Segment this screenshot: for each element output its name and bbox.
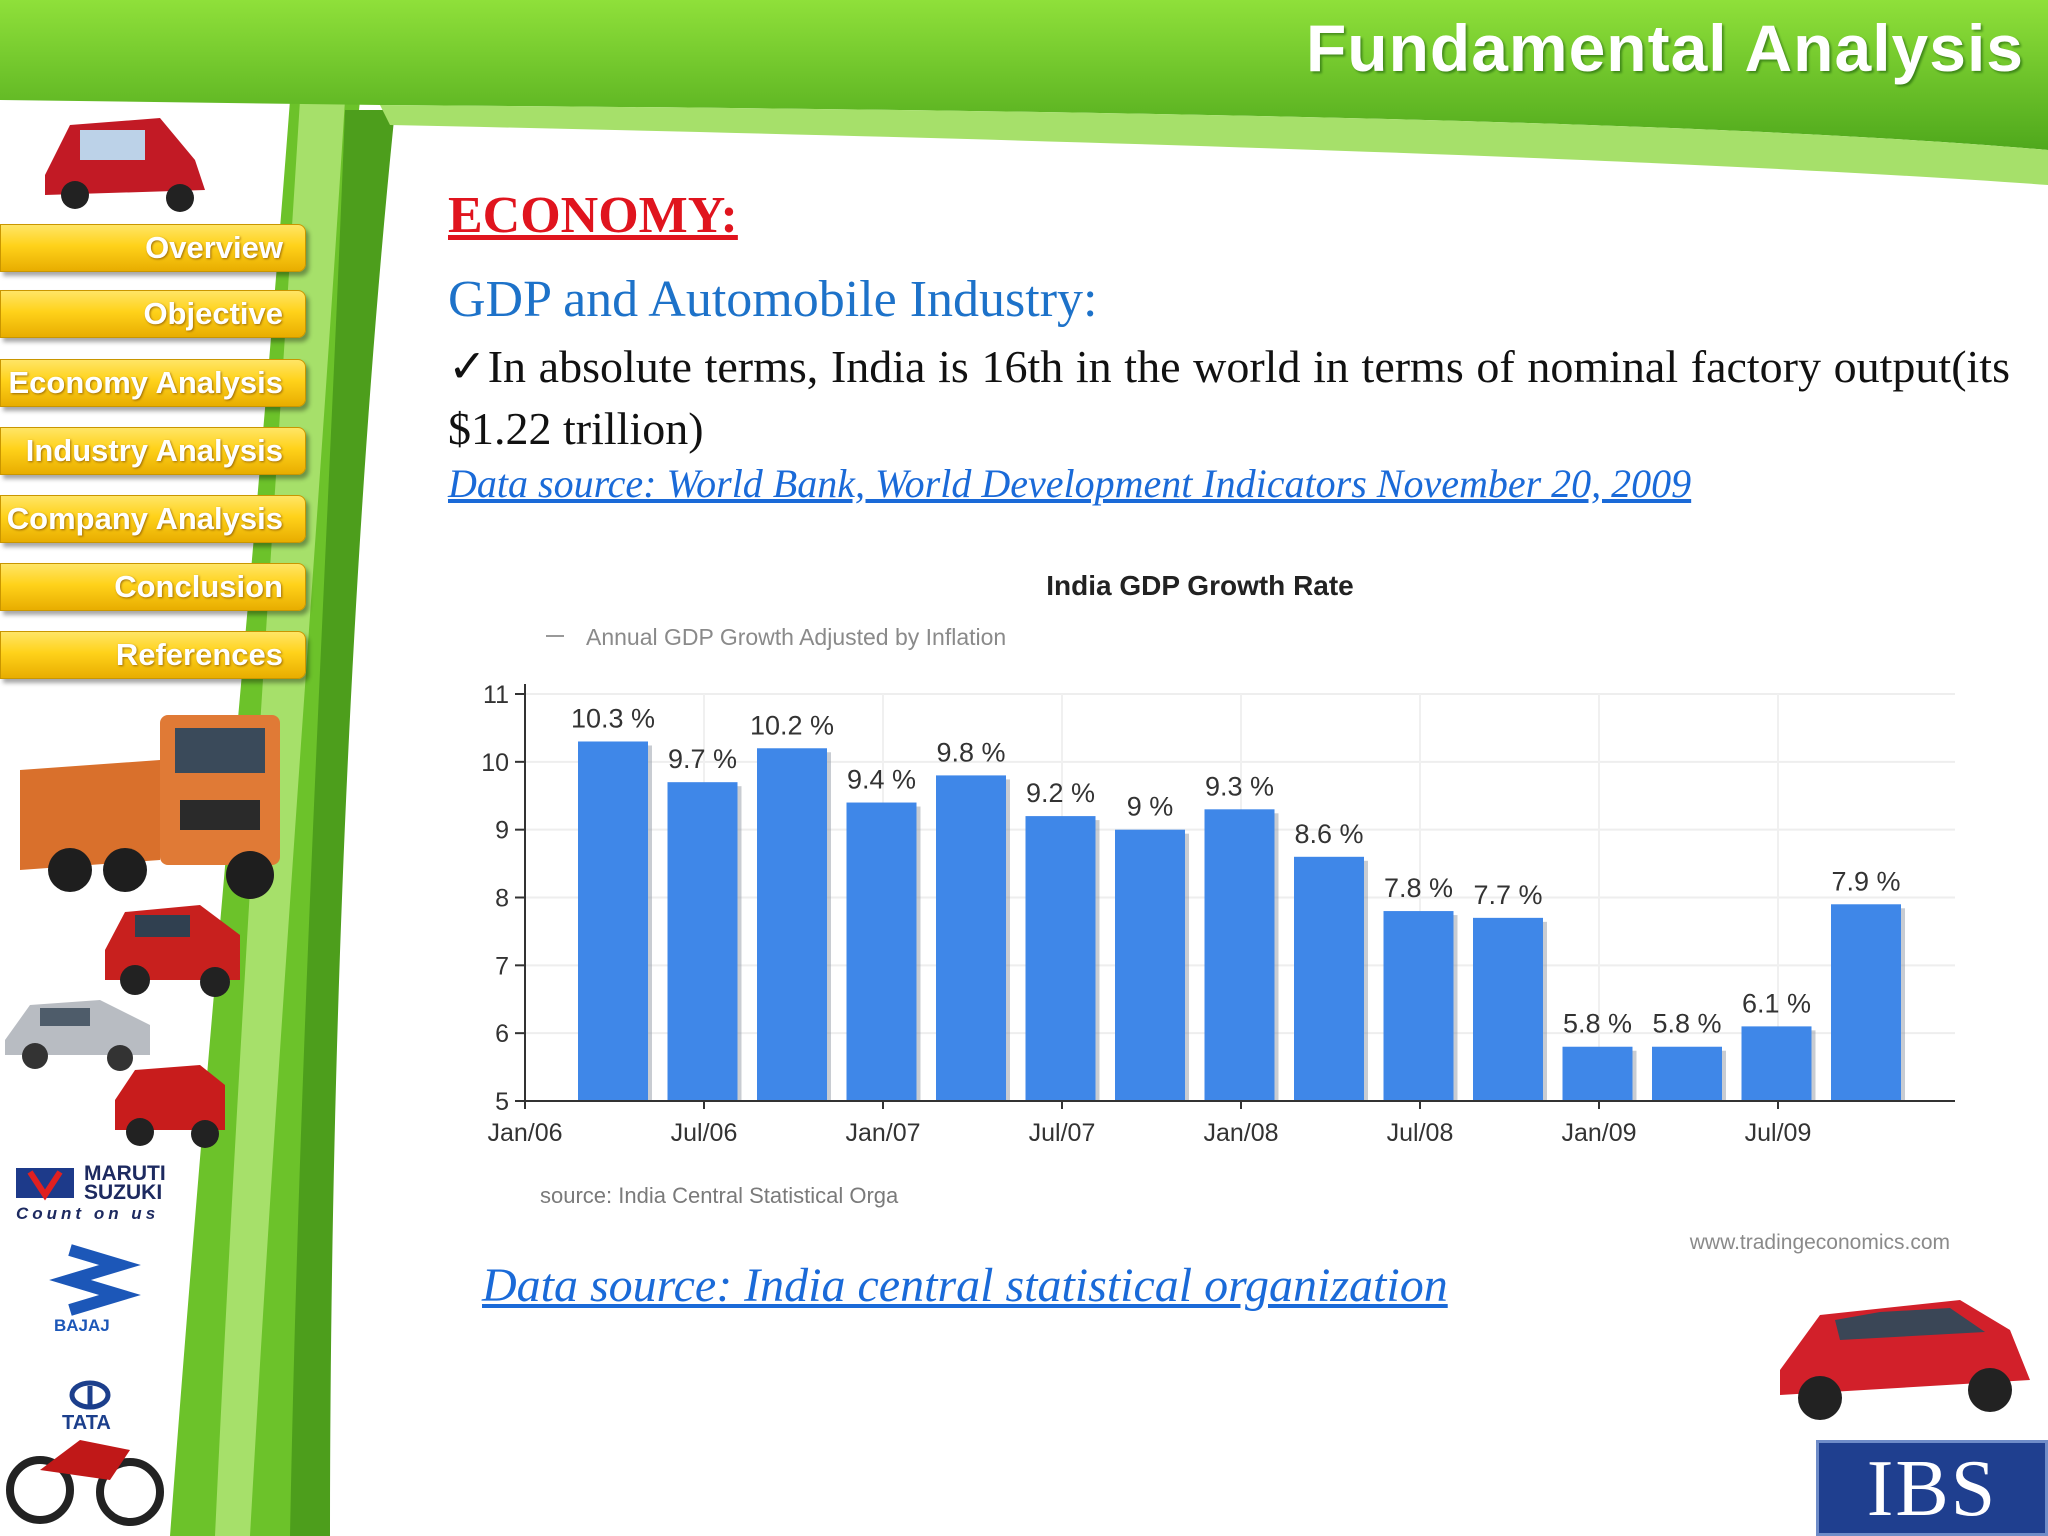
bar-data-label: 6.1 %: [1742, 988, 1811, 1018]
car-image-bottom: [1780, 1300, 2030, 1420]
bar-data-label: 7.7 %: [1473, 880, 1542, 910]
bar: [1652, 1046, 1722, 1101]
bajaj-logo: [49, 1244, 141, 1316]
bajaj-logo-text: BAJAJ: [54, 1316, 110, 1335]
bar-data-label: 10.3 %: [571, 703, 655, 733]
chart-watermark: www.tradingeconomics.com: [1689, 1231, 1950, 1254]
bar: [757, 748, 827, 1101]
bar-data-label: 5.8 %: [1563, 1009, 1632, 1039]
maruti-suzuki-logo: [16, 1168, 74, 1201]
bar-data-label: 10.2 %: [750, 710, 834, 740]
x-tick-label: Jan/09: [1561, 1119, 1636, 1147]
bar: [1294, 856, 1364, 1101]
bar: [1473, 917, 1543, 1101]
bar: [1741, 1026, 1812, 1101]
y-tick-label: 11: [483, 681, 509, 709]
bullet-paragraph: ✓In absolute terms, India is 16th in the…: [448, 341, 2010, 454]
x-tick-label: Jan/08: [1203, 1119, 1278, 1147]
bar-data-label: 9.7 %: [668, 744, 737, 774]
bar: [578, 741, 648, 1101]
silver-car-image: [5, 1000, 150, 1071]
bar-data-label: 9.2 %: [1026, 778, 1095, 808]
bar-data-label: 9.3 %: [1205, 771, 1274, 801]
bar: [667, 782, 738, 1101]
sidebar-item-references[interactable]: References: [0, 631, 306, 679]
bar-data-label: 5.8 %: [1652, 1009, 1721, 1039]
y-tick-label: 10: [481, 749, 509, 777]
truck-image: [20, 715, 280, 899]
sidebar-item-overview[interactable]: Overview: [0, 224, 306, 272]
tata-logo: [69, 1380, 111, 1410]
bar: [1562, 1046, 1633, 1101]
y-tick-label: 5: [495, 1088, 509, 1116]
bar-data-label: 8.6 %: [1294, 819, 1363, 849]
bar: [1025, 816, 1096, 1101]
y-tick-label: 7: [495, 952, 509, 980]
bar-data-label: 9.8 %: [936, 737, 1005, 767]
sidebar-item-objective[interactable]: Objective: [0, 290, 306, 338]
chart-title: India GDP Growth Rate: [1046, 570, 1354, 601]
sidebar-item-industry-analysis[interactable]: Industry Analysis: [0, 427, 306, 475]
sidebar-item-conclusion[interactable]: Conclusion: [0, 563, 306, 611]
bar: [936, 775, 1006, 1101]
bar: [1383, 911, 1454, 1101]
y-tick-label: 6: [495, 1020, 509, 1048]
section-subheading: GDP and Automobile Industry:: [448, 271, 1098, 328]
x-tick-label: Jul/07: [1029, 1119, 1096, 1147]
bar-data-label: 7.9 %: [1831, 866, 1900, 896]
x-tick-label: Jan/07: [845, 1119, 920, 1147]
gdp-growth-chart: India GDP Growth Rate Annual GDP Growth A…: [481, 570, 1955, 1254]
bar: [1204, 809, 1275, 1101]
maruti-logo-text: MARUTI SUZUKI: [84, 1162, 166, 1204]
source-link-cso[interactable]: Data source: India central statistical o…: [482, 1259, 1448, 1312]
source-link-world-bank[interactable]: Data source: World Bank, World Developme…: [448, 461, 1692, 506]
bar-data-label: 9 %: [1127, 792, 1174, 822]
bar: [846, 802, 917, 1101]
x-tick-label: Jul/09: [1745, 1119, 1812, 1147]
y-tick-label: 9: [495, 817, 509, 845]
sidebar-item-company-analysis[interactable]: Company Analysis: [0, 495, 306, 543]
bar: [1831, 904, 1901, 1101]
x-tick-label: Jul/06: [671, 1119, 738, 1147]
maruti-tagline: Count on us: [16, 1204, 160, 1223]
x-tick-label: Jan/06: [487, 1119, 562, 1147]
x-tick-label: Jul/08: [1387, 1119, 1454, 1147]
bar-data-label: 9.4 %: [847, 765, 916, 795]
y-tick-label: 8: [495, 885, 509, 913]
page-title: Fundamental Analysis: [1305, 11, 2024, 85]
tata-logo-text: TATA: [62, 1412, 111, 1434]
motorbike-image: [6, 1440, 164, 1526]
legend-label: Annual GDP Growth Adjusted by Inflation: [586, 624, 1006, 650]
sidebar-item-economy-analysis[interactable]: Economy Analysis: [0, 359, 306, 407]
section-heading: ECONOMY:: [448, 187, 738, 244]
ibs-logo: IBS: [1816, 1440, 2048, 1536]
jeep-image: [115, 1065, 225, 1148]
pickup-image: [105, 905, 240, 997]
bar-data-label: 7.8 %: [1384, 873, 1453, 903]
bar: [1115, 829, 1185, 1101]
car-image-top: [45, 118, 205, 212]
chart-source-note: source: India Central Statistical Orga: [540, 1183, 899, 1208]
